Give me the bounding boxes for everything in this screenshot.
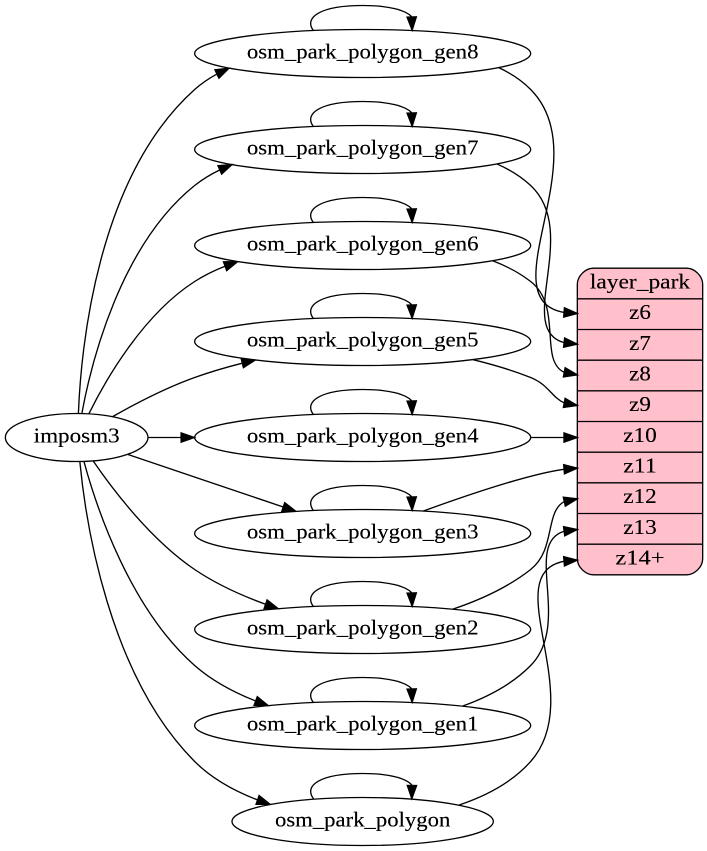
svg-text:z6: z6 [629, 300, 651, 324]
svg-text:osm_park_polygon_gen1: osm_park_polygon_gen1 [247, 711, 479, 735]
svg-text:osm_park_polygon_gen7: osm_park_polygon_gen7 [247, 135, 479, 159]
svg-text:osm_park_polygon_gen5: osm_park_polygon_gen5 [247, 327, 479, 351]
svg-text:osm_park_polygon_gen3: osm_park_polygon_gen3 [247, 519, 479, 543]
svg-text:osm_park_polygon_gen4: osm_park_polygon_gen4 [247, 423, 479, 447]
svg-text:z7: z7 [629, 331, 651, 355]
svg-text:z11: z11 [623, 453, 657, 477]
svg-text:osm_park_polygon_gen2: osm_park_polygon_gen2 [247, 615, 479, 639]
svg-text:z12: z12 [623, 484, 657, 508]
svg-text:z8: z8 [629, 361, 651, 385]
svg-text:osm_park_polygon_gen6: osm_park_polygon_gen6 [247, 231, 479, 255]
svg-text:osm_park_polygon: osm_park_polygon [275, 807, 451, 831]
svg-text:z14+: z14+ [615, 545, 664, 569]
svg-text:imposm3: imposm3 [34, 423, 120, 447]
svg-text:layer_park: layer_park [590, 269, 691, 293]
svg-text:osm_park_polygon_gen8: osm_park_polygon_gen8 [247, 39, 479, 63]
svg-text:z13: z13 [623, 515, 657, 539]
svg-text:z9: z9 [629, 392, 651, 416]
svg-text:z10: z10 [623, 423, 657, 447]
